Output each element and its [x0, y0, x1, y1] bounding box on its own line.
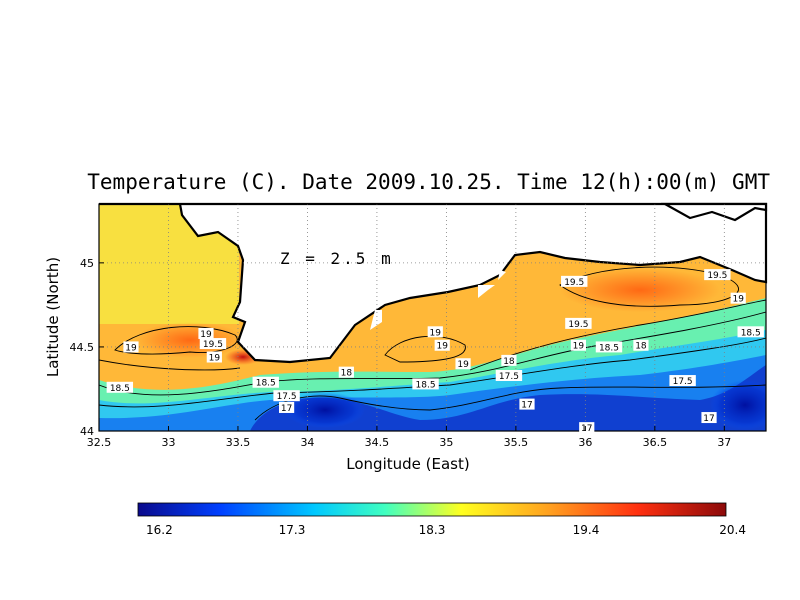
contour-label-bg: [519, 398, 535, 410]
crimea-land: [99, 202, 768, 364]
contour-label-bg: [730, 292, 746, 304]
x-tick-label: 36: [578, 436, 592, 449]
contour-label: 18: [503, 357, 515, 367]
chart-title: Temperature (C). Date 2009.10.25. Time 1…: [87, 170, 770, 194]
cold-core-east: [710, 380, 766, 430]
x-tick-label: 34: [300, 436, 314, 449]
contour-label: 19.5: [203, 340, 223, 350]
contour-label-bg: [199, 338, 227, 350]
contour-labels: 191919.51918.518.517.5171819191918.51817…: [106, 269, 764, 434]
contour-label-bg: [273, 390, 300, 402]
cold-core-west: [285, 392, 365, 428]
field-band-deepblue: [250, 365, 766, 431]
y-ticks: 44 44.5 45: [70, 257, 104, 438]
contour-label: 18.5: [416, 380, 436, 390]
x-tick-label: 32.5: [87, 436, 112, 449]
contour-label: 19: [125, 343, 137, 353]
contour-label: 17: [281, 404, 292, 414]
contour-label-bg: [701, 412, 717, 424]
contour-label-bg: [106, 381, 134, 393]
y-tick-label: 44.5: [70, 341, 95, 354]
contour-label: 18: [635, 342, 647, 352]
contour-label-bg: [123, 341, 139, 353]
contour-label-bg: [737, 326, 764, 338]
colorbar: [137, 502, 727, 517]
colorbar-ticks: 16.2 17.3 18.3 19.4 20.4: [146, 523, 746, 537]
contour-lines: [99, 266, 766, 421]
contour-label-bg: [412, 378, 439, 390]
contour-label-bg: [565, 317, 592, 329]
contour-label-bg: [669, 375, 696, 387]
contour-label-bg: [570, 339, 587, 351]
contour-label-bg: [595, 341, 623, 353]
x-tick-label: 35.5: [504, 436, 529, 449]
x-tick-label: 36.5: [643, 436, 668, 449]
contour-label: 19: [209, 354, 221, 364]
contour-label: 17.5: [277, 392, 297, 402]
colorbar-tick-label: 18.3: [419, 523, 446, 537]
contour-label: 17.5: [673, 377, 693, 387]
contour-label: 18: [341, 369, 353, 379]
colorbar-tick-label: 17.3: [279, 523, 306, 537]
x-tick-label: 34.5: [365, 436, 390, 449]
contour-label-bg: [434, 339, 450, 351]
colorbar-tick-label: 19.4: [573, 523, 600, 537]
contour-label-bg: [206, 351, 222, 363]
x-axis-label: Longitude (East): [346, 455, 469, 473]
x-tick-label: 37: [717, 436, 731, 449]
depth-annotation: Z = 2.5 m: [280, 249, 394, 268]
contour-label: 19: [457, 360, 469, 370]
warm-core-east: [560, 268, 720, 312]
contour-label-bg: [427, 326, 443, 338]
contour-label-bg: [278, 401, 295, 413]
contour-label: 19: [200, 330, 212, 340]
contour-label: 18.5: [599, 343, 619, 353]
contour-label: 18.5: [741, 328, 761, 338]
colorbar-tick-label: 20.4: [719, 523, 746, 537]
y-axis-label: Latitude (North): [44, 257, 62, 377]
x-tick-label: 33.5: [226, 436, 251, 449]
contour-label: 19.5: [568, 320, 588, 330]
contour-label: 19: [732, 295, 744, 305]
contour-label: 19.5: [564, 278, 584, 288]
contour-label: 18.5: [110, 384, 130, 394]
y-tick-label: 45: [80, 257, 94, 270]
contour-label: 19: [437, 342, 449, 352]
contour-label-bg: [455, 358, 471, 370]
plot-frame: [98, 203, 767, 432]
contour-label: 17: [521, 401, 532, 411]
contour-label-bg: [579, 422, 595, 434]
contour-label-bg: [495, 370, 523, 382]
contour-label: 19: [573, 342, 585, 352]
contour-label-bg: [633, 339, 649, 351]
contour-label: 19: [430, 328, 442, 338]
contour-label-bg: [704, 269, 731, 281]
contour-label: 17: [703, 414, 714, 424]
y-tick-label: 44: [80, 425, 94, 438]
contour-label: 18.5: [256, 379, 276, 389]
x-ticks: 32.5 33 33.5 34 34.5 35 35.5 36 36.5 37: [87, 426, 731, 449]
contour-label-bg: [252, 376, 279, 388]
contour-label-bg: [501, 354, 517, 366]
contour-label: 17: [581, 424, 592, 434]
contour-label: 19.5: [707, 271, 727, 281]
contour-label-bg: [338, 366, 354, 378]
contour-label: 17.5: [499, 372, 519, 382]
contour-label-bg: [561, 275, 588, 287]
colorbar-tick-label: 16.2: [146, 523, 173, 537]
x-tick-label: 33: [161, 436, 175, 449]
x-tick-label: 35: [439, 436, 453, 449]
contour-label-bg: [198, 327, 214, 339]
